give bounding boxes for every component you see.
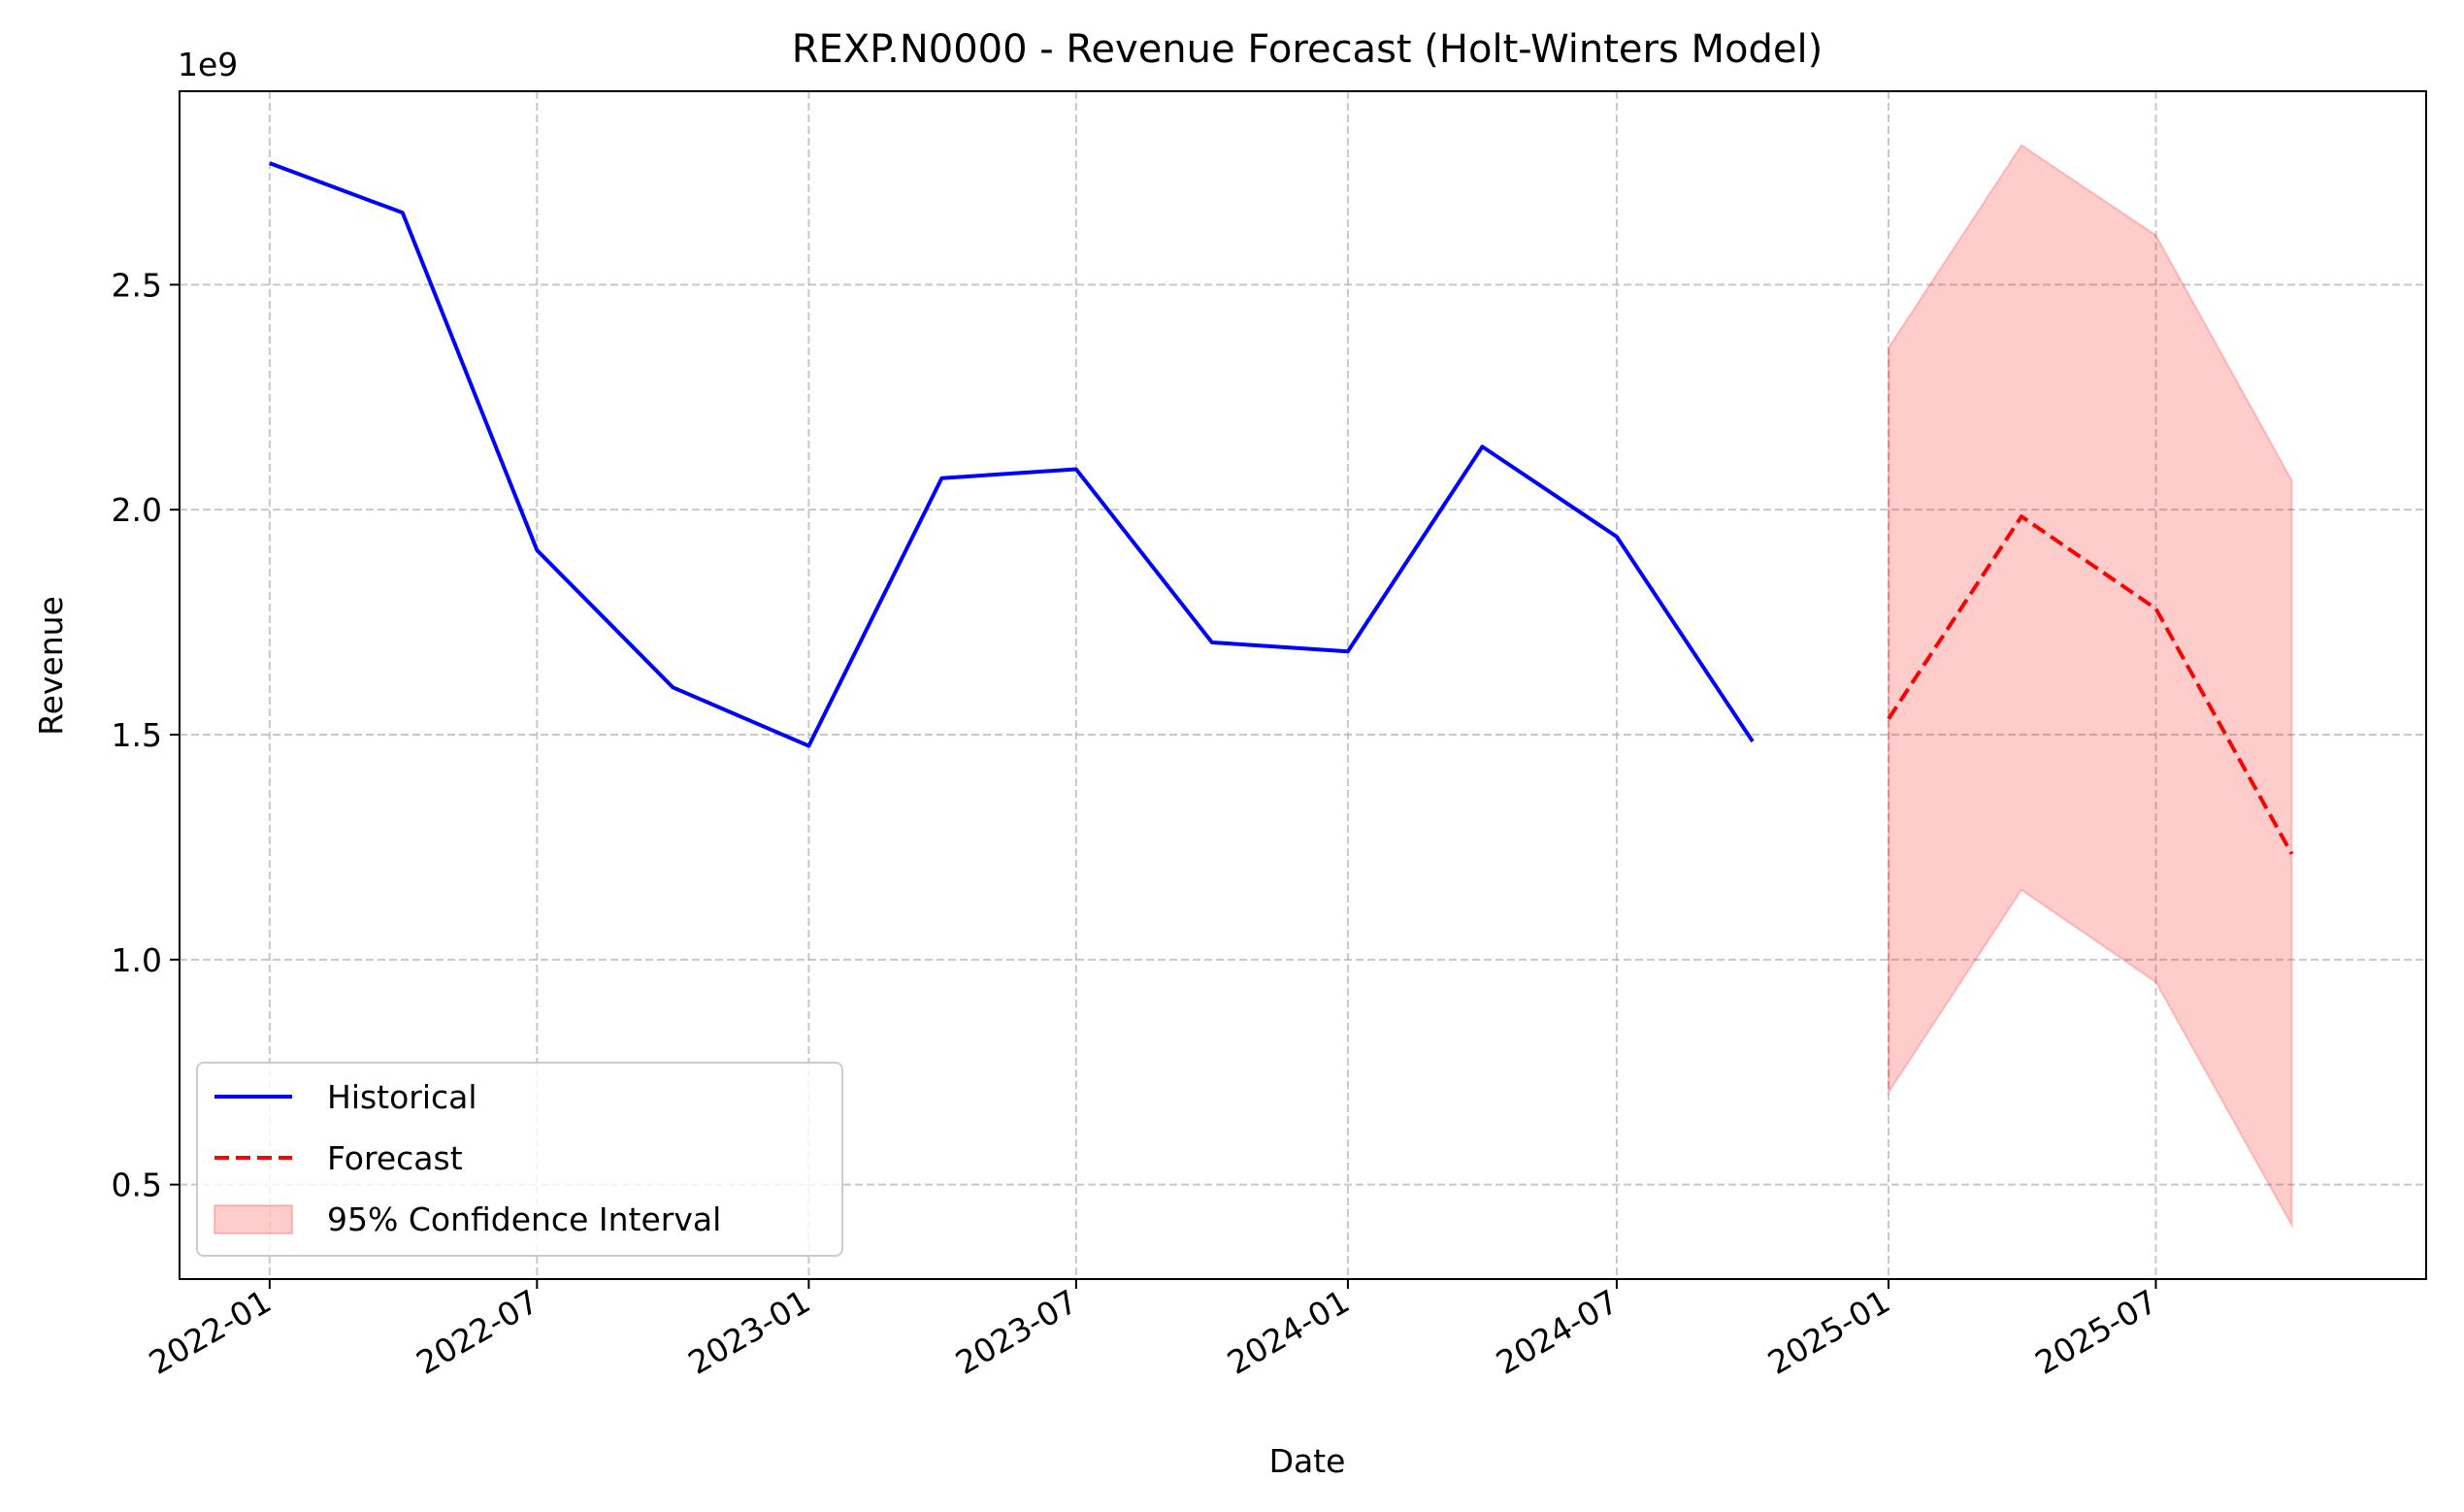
y-tick-label: 1.5 — [112, 716, 162, 754]
y-axis-label: Revenue — [32, 596, 70, 736]
chart-title: REXP.N0000 - Revenue Forecast (Holt-Wint… — [792, 27, 1823, 72]
legend-interval-label: 95% Confidence Interval — [327, 1200, 721, 1238]
series-lines — [269, 161, 2294, 855]
legend-interval-swatch — [214, 1204, 293, 1234]
historical-line — [269, 161, 1755, 748]
forecast-line — [1887, 514, 2294, 855]
y-tick-label: 2.0 — [112, 491, 162, 529]
y-tick-label: 0.5 — [112, 1167, 162, 1204]
y-tick-label: 2.5 — [112, 266, 162, 304]
y-offset-label: 1e9 — [178, 46, 238, 83]
confidence-band — [1887, 144, 2293, 1230]
confidence-band-group — [1887, 144, 2293, 1230]
legend-box — [196, 1062, 843, 1257]
y-tick-label: 1.0 — [112, 941, 162, 979]
plot-frame — [179, 90, 2427, 1280]
x-axis-label: Date — [1269, 1442, 1346, 1480]
legend-historical-label: Historical — [327, 1078, 477, 1116]
legend: Historical Forecast 95% Confidence Inter… — [196, 1062, 843, 1257]
legend-forecast-label: Forecast — [327, 1139, 463, 1177]
y-axis-ticks: 0.5 1.0 1.5 2.0 2.5 — [112, 266, 180, 1204]
